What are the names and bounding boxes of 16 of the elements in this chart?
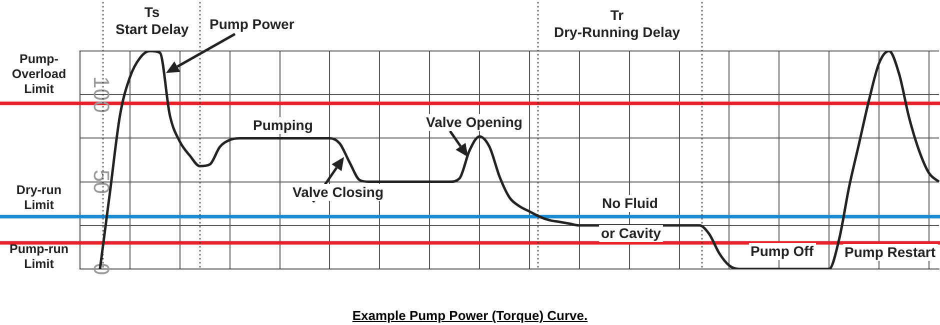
ref-line-label: Pump-Overload Limit [10, 52, 68, 97]
text: Tr Dry-Running Delay [552, 7, 682, 41]
y-tick-label: 50 [88, 170, 114, 194]
annotation: Pump Restart [842, 244, 938, 261]
annotation: Pumping [251, 117, 315, 134]
text: Pump Power [208, 16, 296, 33]
y-tick-label: 100 [88, 76, 114, 113]
annotation: Valve Opening [424, 114, 524, 131]
annotation: Pump Off [748, 243, 816, 260]
ref-line-label: Pump-run Limit [8, 242, 70, 272]
ref-line-label: Dry-run Limit [15, 183, 63, 213]
annotation: No Fluid [600, 195, 660, 212]
text: Ts Start Delay [114, 4, 191, 38]
annotation: Valve Closing [290, 184, 386, 201]
annotation: or Cavity [599, 225, 663, 242]
text: Example Pump Power (Torque) Curve. [351, 308, 589, 323]
